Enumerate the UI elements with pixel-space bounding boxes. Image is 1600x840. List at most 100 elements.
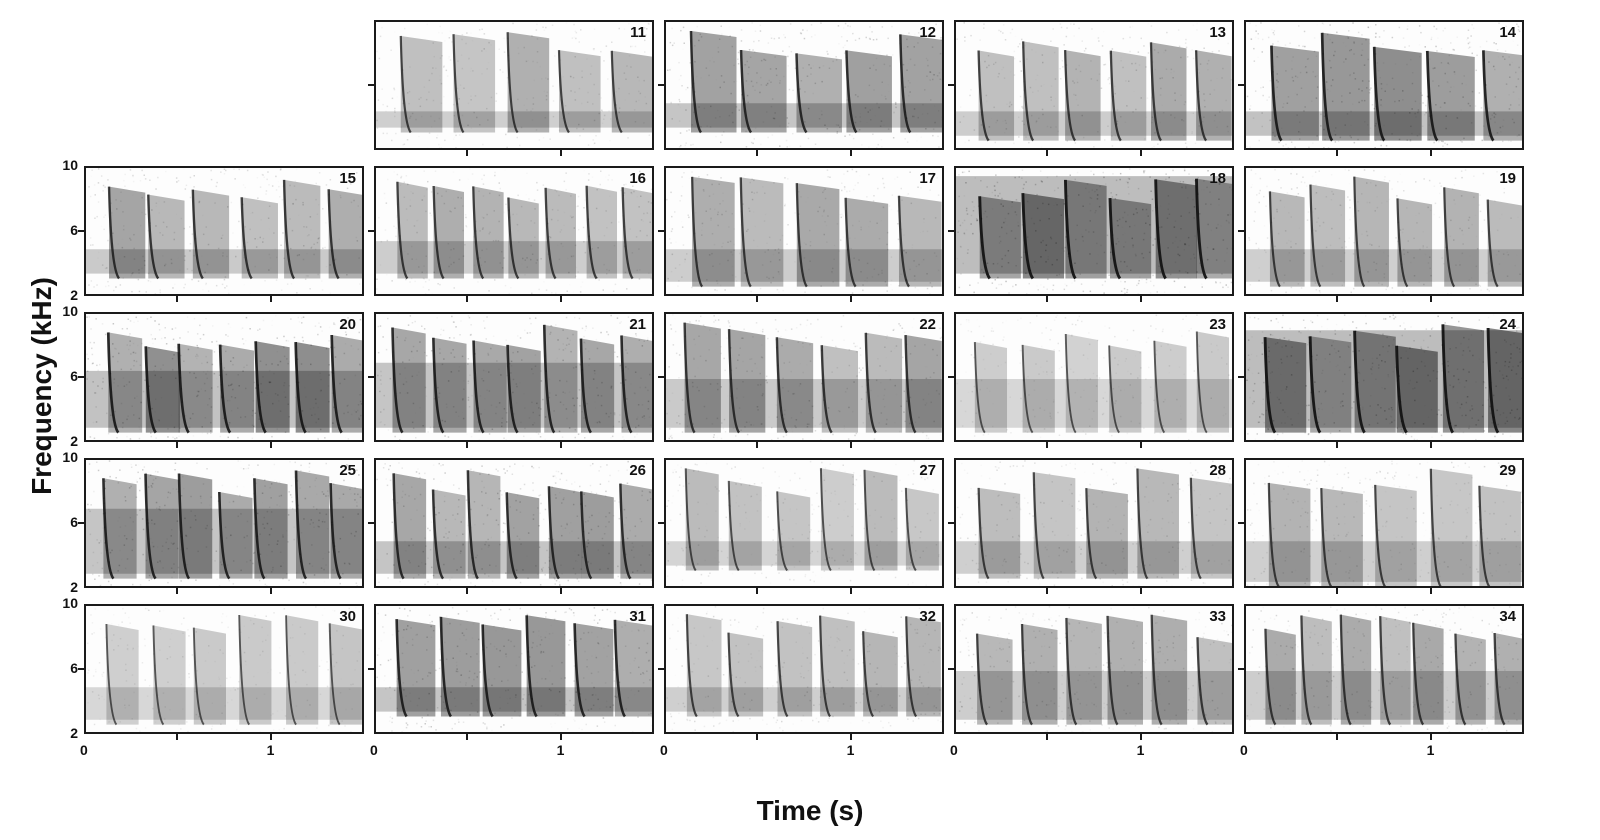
noise-speck <box>1146 97 1149 99</box>
noise-speck <box>467 382 469 385</box>
noise-speck <box>1053 205 1055 207</box>
noise-speck <box>938 72 941 74</box>
noise-speck <box>403 143 406 145</box>
y-tick <box>658 84 664 86</box>
spectrogram-panel: 18 <box>954 166 1234 296</box>
noise-speck <box>593 295 595 296</box>
noise-speck <box>1523 238 1524 240</box>
noise-speck <box>150 432 152 434</box>
noise-speck <box>526 332 529 334</box>
noise-speck <box>347 404 349 406</box>
noise-speck <box>1140 97 1142 99</box>
noise-speck <box>885 98 887 100</box>
noise-speck <box>786 130 788 132</box>
noise-speck <box>453 287 455 289</box>
noise-speck <box>1172 77 1174 79</box>
noise-speck <box>914 278 916 281</box>
noise-speck <box>1428 179 1431 182</box>
noise-speck <box>411 421 414 424</box>
noise-speck <box>435 67 437 70</box>
noise-speck <box>1174 99 1176 102</box>
noise-speck <box>932 78 934 81</box>
noise-speck <box>1203 99 1206 102</box>
noise-speck <box>1182 181 1185 183</box>
noise-speck <box>1402 290 1404 293</box>
noise-speck <box>238 220 240 223</box>
noise-speck <box>603 234 606 237</box>
noise-speck <box>481 378 483 380</box>
noise-speck <box>1285 143 1287 146</box>
noise-speck <box>88 316 90 318</box>
call-sweep <box>106 332 120 434</box>
noise-speck <box>1011 201 1013 203</box>
noise-speck <box>1124 233 1126 235</box>
noise-speck <box>125 384 128 386</box>
noise-speck <box>1343 281 1345 284</box>
noise-speck <box>893 113 895 115</box>
noise-speck <box>1428 115 1431 117</box>
noise-speck <box>876 102 878 105</box>
noise-speck <box>1411 108 1413 110</box>
noise-speck <box>101 387 103 390</box>
noise-speck <box>821 80 823 83</box>
noise-speck <box>1315 55 1318 57</box>
noise-speck <box>774 112 776 114</box>
noise-speck <box>112 214 114 216</box>
noise-speck <box>1137 293 1139 294</box>
noise-speck <box>1276 56 1278 58</box>
noise-speck <box>283 335 285 338</box>
noise-speck <box>1138 64 1141 66</box>
noise-speck <box>572 397 574 400</box>
noise-speck <box>854 238 856 240</box>
noise-speck <box>1306 185 1308 187</box>
noise-speck <box>1009 32 1012 34</box>
noise-speck <box>384 197 386 199</box>
noise-speck <box>803 257 806 259</box>
noise-speck <box>913 64 916 66</box>
noise-speck <box>980 217 983 220</box>
noise-speck <box>506 366 508 368</box>
noise-speck <box>577 271 579 273</box>
noise-speck <box>1158 265 1160 267</box>
noise-speck <box>202 432 204 434</box>
noise-speck <box>243 184 245 186</box>
noise-speck <box>1090 170 1092 172</box>
noise-speck <box>1356 148 1358 150</box>
call-sweep <box>845 50 858 134</box>
noise-speck <box>1375 269 1377 271</box>
noise-speck <box>400 126 402 129</box>
noise-speck <box>1410 125 1412 128</box>
noise-speck <box>576 267 578 269</box>
noise-speck <box>216 360 218 362</box>
noise-speck <box>157 176 159 179</box>
noise-speck <box>941 336 942 338</box>
noise-speck <box>1023 251 1026 253</box>
noise-speck <box>1014 211 1017 213</box>
noise-speck <box>438 396 440 398</box>
noise-speck <box>1226 125 1229 128</box>
noise-speck <box>956 257 959 260</box>
noise-speck <box>438 143 440 146</box>
noise-speck <box>313 253 315 256</box>
noise-speck <box>1035 150 1037 151</box>
noise-speck <box>752 49 754 51</box>
noise-speck <box>835 124 838 126</box>
noise-speck <box>505 133 507 136</box>
noise-speck <box>1425 50 1428 53</box>
call-sweep <box>897 195 910 288</box>
noise-speck <box>1106 234 1109 237</box>
noise-speck <box>747 228 749 231</box>
noise-speck <box>681 221 683 223</box>
noise-speck <box>633 190 635 193</box>
noise-speck <box>1083 50 1086 52</box>
noise-speck <box>1310 219 1312 221</box>
x-tick <box>559 442 562 448</box>
noise-speck <box>647 201 650 203</box>
noise-speck <box>1072 80 1074 82</box>
noise-speck <box>940 39 942 41</box>
noise-speck <box>892 289 894 291</box>
noise-speck <box>670 242 672 244</box>
noise-speck <box>1134 294 1136 296</box>
noise-speck <box>505 273 507 275</box>
noise-speck <box>752 85 754 88</box>
